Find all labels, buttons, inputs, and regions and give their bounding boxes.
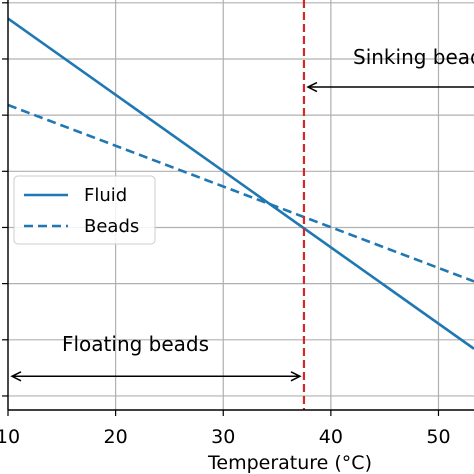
legend-box bbox=[13, 175, 156, 245]
x-tick-labels: 10 20 30 40 50 bbox=[0, 426, 451, 448]
x-axis-title: Temperature (°C) bbox=[207, 452, 372, 474]
axes bbox=[2, 0, 474, 416]
x-tick-label: 20 bbox=[104, 426, 128, 448]
x-tick-label: 10 bbox=[0, 426, 20, 448]
annotation-floating-beads: Floating beads bbox=[62, 332, 209, 356]
legend: Fluid Beads bbox=[13, 175, 156, 245]
arrow-group bbox=[10, 81, 474, 382]
floating-arrow-head-left bbox=[10, 371, 22, 382]
legend-label-fluid: Fluid bbox=[84, 185, 127, 206]
series-group bbox=[8, 17, 474, 350]
sinking-arrow-head bbox=[306, 81, 318, 93]
series-line-fluid bbox=[8, 17, 474, 350]
legend-label-beads: Beads bbox=[84, 216, 139, 237]
floating-arrow-head-right bbox=[290, 371, 302, 382]
x-tick-label: 30 bbox=[211, 426, 235, 448]
annotation-sinking-beads: Sinking beads bbox=[353, 45, 474, 69]
x-tick-label: 50 bbox=[426, 426, 450, 448]
x-tick-label: 40 bbox=[319, 426, 343, 448]
